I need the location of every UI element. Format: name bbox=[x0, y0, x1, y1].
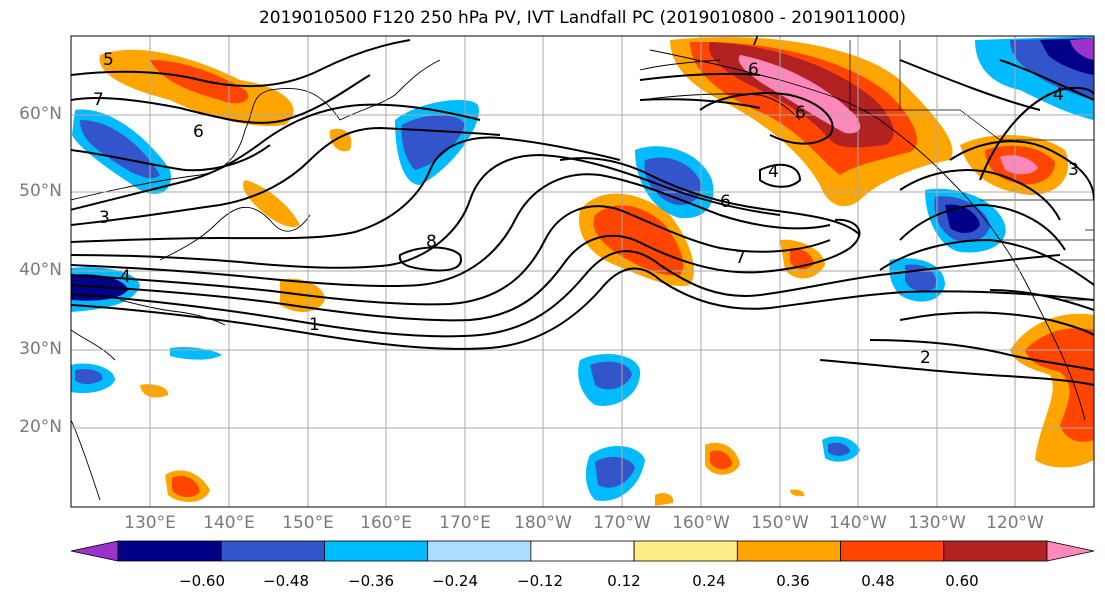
contour-label: 7 bbox=[93, 90, 104, 110]
colorbar-segment bbox=[220, 540, 325, 562]
colorbar bbox=[70, 540, 1095, 562]
colorbar-segment bbox=[736, 540, 841, 562]
colorbar-tick-label: 0.60 bbox=[945, 572, 979, 590]
lon-label: 140°W bbox=[829, 513, 887, 533]
lat-label: 40°N bbox=[19, 260, 62, 280]
colorbar-segment bbox=[633, 540, 738, 562]
contour-label: 2 bbox=[920, 348, 931, 368]
contour-label: 7 bbox=[735, 248, 746, 268]
colorbar-segment bbox=[324, 540, 429, 562]
map-title: 2019010500 F120 250 hPa PV, IVT Landfall… bbox=[258, 8, 906, 28]
colorbar-segment bbox=[943, 540, 1048, 562]
map-frame bbox=[70, 35, 1095, 508]
colorbar-segment bbox=[530, 540, 635, 562]
lon-label: 180°W bbox=[514, 513, 572, 533]
colorbar-tick-label: −0.36 bbox=[348, 572, 394, 590]
colorbar-segments bbox=[117, 540, 1048, 562]
contour-label: 5 bbox=[103, 50, 114, 70]
contour-label: 1 bbox=[309, 315, 320, 335]
colorbar-tick-label: 0.36 bbox=[776, 572, 810, 590]
colorbar-tick-label: 0.12 bbox=[607, 572, 641, 590]
map-canvas: 5 7 6 3 4 8 1 6 7 4 6 2 3 4 7 6 bbox=[71, 30, 1094, 507]
colorbar-segment bbox=[117, 540, 222, 562]
lat-label: 30°N bbox=[19, 339, 62, 359]
colorbar-tick-label: −0.24 bbox=[432, 572, 478, 590]
lat-label: 60°N bbox=[19, 104, 62, 124]
lon-label: 150°W bbox=[751, 513, 809, 533]
colorbar-segment bbox=[427, 540, 532, 562]
lon-label: 160°E bbox=[360, 513, 412, 533]
contour-label: 4 bbox=[120, 267, 131, 287]
contour-label: 4 bbox=[768, 162, 779, 182]
contour-label: 6 bbox=[795, 103, 806, 123]
contour-label: 6 bbox=[748, 60, 759, 80]
colorbar-tick-label: −0.60 bbox=[179, 572, 225, 590]
lon-label: 170°W bbox=[593, 513, 651, 533]
lon-label: 130°E bbox=[124, 513, 176, 533]
contour-label: 6 bbox=[720, 192, 731, 212]
contour-labels: 5 7 6 3 4 8 1 6 7 4 6 2 3 4 7 6 bbox=[93, 30, 1079, 368]
colorbar-tick-label: 0.24 bbox=[692, 572, 726, 590]
contour-label: 6 bbox=[193, 122, 204, 142]
colorbar-extend-max bbox=[1046, 540, 1095, 562]
colorbar-tick-label: 0.48 bbox=[861, 572, 895, 590]
contour-label: 8 bbox=[426, 232, 437, 252]
contour-label: 3 bbox=[1068, 160, 1079, 180]
contour-label: 7 bbox=[750, 30, 761, 50]
gridlines bbox=[71, 36, 1094, 507]
colorbar-tick-label: −0.12 bbox=[517, 572, 563, 590]
contour-label: 4 bbox=[1053, 85, 1064, 105]
lon-label: 150°E bbox=[282, 513, 334, 533]
lon-label: 120°W bbox=[986, 513, 1044, 533]
contour-label: 3 bbox=[99, 208, 110, 228]
lat-label: 20°N bbox=[19, 417, 62, 437]
lon-label: 130°W bbox=[908, 513, 966, 533]
ivt-contours bbox=[71, 39, 1094, 386]
lon-label: 170°E bbox=[439, 513, 491, 533]
colorbar-extend-min bbox=[70, 540, 119, 562]
lat-label: 50°N bbox=[19, 181, 62, 201]
lon-label: 160°W bbox=[672, 513, 730, 533]
colorbar-tick-label: −0.48 bbox=[263, 572, 309, 590]
colorbar-segment bbox=[840, 540, 945, 562]
lon-label: 140°E bbox=[203, 513, 255, 533]
